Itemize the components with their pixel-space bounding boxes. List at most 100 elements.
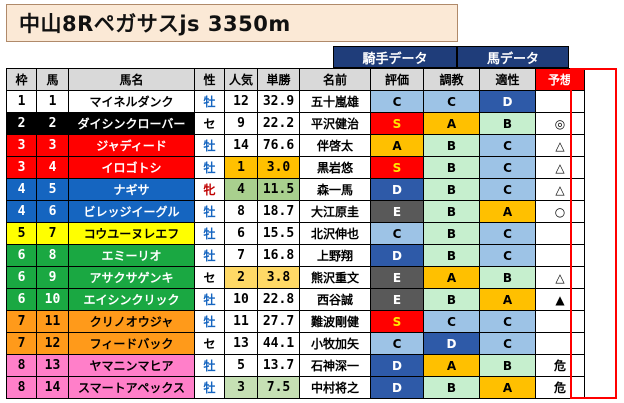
prediction-mark-cell (535, 244, 585, 267)
col-header-training: 調教 (423, 68, 480, 91)
aptitude-rating-cell: D (479, 90, 536, 113)
horse-number-cell: 12 (36, 332, 69, 355)
win-odds-cell: 11.5 (257, 178, 300, 201)
jockey-rating-cell: C (370, 90, 424, 113)
table-row: 6 8 エミーリオ牡 7 16.8 上野翔 D B C (6, 244, 585, 267)
win-odds-cell: 3.0 (257, 156, 300, 179)
jockey-rating-cell: E (370, 266, 424, 289)
jockey-rating-cell: D (370, 376, 424, 399)
win-odds-cell: 18.7 (257, 200, 300, 223)
col-header-waku: 枠 (6, 68, 37, 91)
waku-cell: 6 (6, 266, 37, 289)
prediction-mark-cell (535, 222, 585, 245)
prediction-mark-cell (535, 90, 585, 113)
training-rating-cell: B (423, 178, 480, 201)
horse-name-cell: イロゴトシ (68, 156, 195, 179)
table-row: 7 11 クリノオウジャ牡 11 27.7 難波剛健 S C C (6, 310, 585, 333)
sex-cell: 牡 (194, 90, 225, 113)
col-header-jockey-name: 名前 (299, 68, 371, 91)
prediction-mark-cell (535, 332, 585, 355)
popularity-cell: 13 (224, 332, 258, 355)
sex-cell: セ (194, 266, 225, 289)
popularity-cell: 1 (224, 156, 258, 179)
horse-name-cell: アサクサゲンキ (68, 266, 195, 289)
waku-cell: 8 (6, 376, 37, 399)
training-rating-cell: A (423, 266, 480, 289)
jockey-name-cell: 平沢健治 (299, 112, 371, 135)
horse-name-cell: コウユーヌレエフ (68, 222, 195, 245)
horse-name-cell: マイネルダンク (68, 90, 195, 113)
jockey-name-cell: 中村将之 (299, 376, 371, 399)
sex-cell: 牡 (194, 156, 225, 179)
training-rating-cell: C (423, 310, 480, 333)
waku-cell: 5 (6, 222, 37, 245)
jockey-name-cell: 熊沢重文 (299, 266, 371, 289)
table-row: 3 3 ジャディード牡 14 76.6 伴啓太 A B C △ (6, 134, 585, 157)
popularity-cell: 6 (224, 222, 258, 245)
training-rating-cell: B (423, 200, 480, 223)
jockey-rating-cell: S (370, 156, 424, 179)
horse-name-cell: ヤマニンマヒア (68, 354, 195, 377)
win-odds-cell: 15.5 (257, 222, 300, 245)
horse-name-cell: エミーリオ (68, 244, 195, 267)
jockey-rating-cell: D (370, 354, 424, 377)
sex-cell: セ (194, 112, 225, 135)
horse-number-cell: 9 (36, 266, 69, 289)
table-row: 7 12 フィードバックセ 13 44.1 小牧加矢 C D C (6, 332, 585, 355)
sex-cell: 牡 (194, 200, 225, 223)
horse-number-cell: 10 (36, 288, 69, 311)
popularity-cell: 5 (224, 354, 258, 377)
table-row: 6 10 エイシンクリック牡 10 22.8 西谷誠 E B A ▲ (6, 288, 585, 311)
prediction-mark-cell: 危 (535, 354, 585, 377)
horse-number-cell: 8 (36, 244, 69, 267)
sex-cell: セ (194, 332, 225, 355)
col-header-popularity: 人気 (224, 68, 258, 91)
table-row: 8 13 ヤマニンマヒア牡 5 13.7 石神深一 D A B 危 (6, 354, 585, 377)
waku-cell: 7 (6, 332, 37, 355)
prediction-mark-cell: △ (535, 178, 585, 201)
training-rating-cell: B (423, 376, 480, 399)
jockey-name-cell: 石神深一 (299, 354, 371, 377)
jockey-name-cell: 北沢伸也 (299, 222, 371, 245)
table-row: 8 14 スマートアペックス牡 3 7.5 中村将之 D B A 危 (6, 376, 585, 399)
prediction-mark-cell: ◎ (535, 112, 585, 135)
aptitude-rating-cell: C (479, 222, 536, 245)
jockey-name-cell: 上野翔 (299, 244, 371, 267)
horse-name-cell: ビレッジイーグル (68, 200, 195, 223)
prediction-mark-cell (535, 310, 585, 333)
waku-cell: 3 (6, 156, 37, 179)
popularity-cell: 9 (224, 112, 258, 135)
jockey-rating-cell: E (370, 200, 424, 223)
jockey-name-cell: 西谷誠 (299, 288, 371, 311)
jockey-rating-cell: S (370, 310, 424, 333)
horse-number-cell: 14 (36, 376, 69, 399)
aptitude-rating-cell: C (479, 156, 536, 179)
sex-cell: 牡 (194, 310, 225, 333)
prediction-mark-cell: ○ (535, 200, 585, 223)
col-header-sex: 性 (194, 68, 225, 91)
horse-number-cell: 2 (36, 112, 69, 135)
aptitude-rating-cell: C (479, 332, 536, 355)
horse-number-cell: 1 (36, 90, 69, 113)
prediction-mark-cell: ▲ (535, 288, 585, 311)
waku-cell: 3 (6, 134, 37, 157)
horse-number-cell: 3 (36, 134, 69, 157)
horse-name-cell: スマートアペックス (68, 376, 195, 399)
table-row: 3 4 イロゴトシ牡 1 3.0 黒岩悠 S B C △ (6, 156, 585, 179)
sex-cell: 牡 (194, 244, 225, 267)
col-header-prediction: 予想 (535, 68, 585, 91)
jockey-rating-cell: D (370, 244, 424, 267)
jockey-name-cell: 五十嵐雄 (299, 90, 371, 113)
sex-cell: 牡 (194, 376, 225, 399)
prediction-mark-cell: 危 (535, 376, 585, 399)
popularity-cell: 3 (224, 376, 258, 399)
training-rating-cell: C (423, 90, 480, 113)
jockey-name-cell: 大江原圭 (299, 200, 371, 223)
horse-number-cell: 11 (36, 310, 69, 333)
waku-cell: 4 (6, 178, 37, 201)
horse-name-cell: ダイシンクローバー (68, 112, 195, 135)
popularity-cell: 7 (224, 244, 258, 267)
training-rating-cell: A (423, 112, 480, 135)
training-rating-cell: B (423, 134, 480, 157)
aptitude-rating-cell: A (479, 376, 536, 399)
